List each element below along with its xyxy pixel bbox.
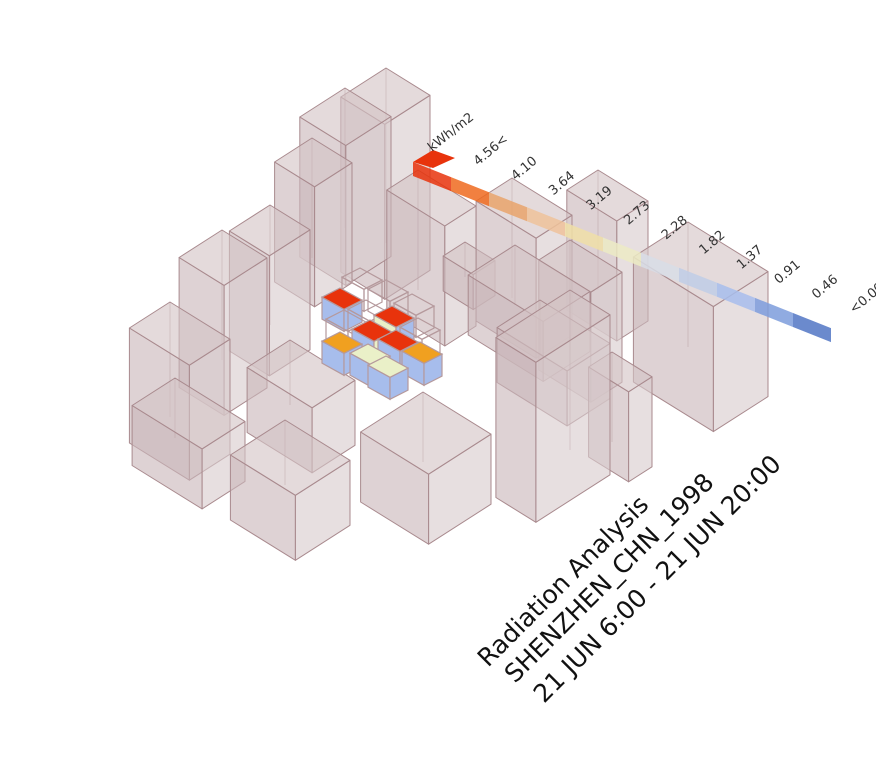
context-building <box>360 391 492 545</box>
context-building <box>495 289 611 523</box>
title-line-1: Radiation Analysis <box>472 490 655 673</box>
legend-swatch <box>793 313 831 343</box>
legend-label: <0.00 <box>847 280 876 317</box>
analysis-cube <box>320 287 364 333</box>
context-building <box>632 221 769 433</box>
legend-label: 0.91 <box>772 257 804 287</box>
legend-swatch <box>451 177 489 207</box>
legend-label: 0.46 <box>809 272 841 302</box>
legend-swatch <box>755 297 793 327</box>
context-building <box>229 419 351 561</box>
legend-swatch <box>413 162 451 192</box>
legend-swatch <box>641 252 679 282</box>
legend-label: 4.56< <box>471 132 511 169</box>
legend-swatch <box>679 267 717 297</box>
analysis-cube <box>366 355 410 401</box>
context-buildings <box>128 67 769 561</box>
legend-swatches <box>413 150 831 343</box>
analysis-grid <box>320 267 444 401</box>
legend-unit: kWh/m2 <box>425 110 477 155</box>
legend-cap <box>413 150 455 168</box>
legend-swatch <box>603 237 641 267</box>
legend-swatch <box>489 192 527 222</box>
legend-swatch <box>527 207 565 237</box>
legend-label: 4.10 <box>509 154 541 184</box>
legend-swatch <box>717 282 755 312</box>
legend-swatch <box>565 222 603 252</box>
